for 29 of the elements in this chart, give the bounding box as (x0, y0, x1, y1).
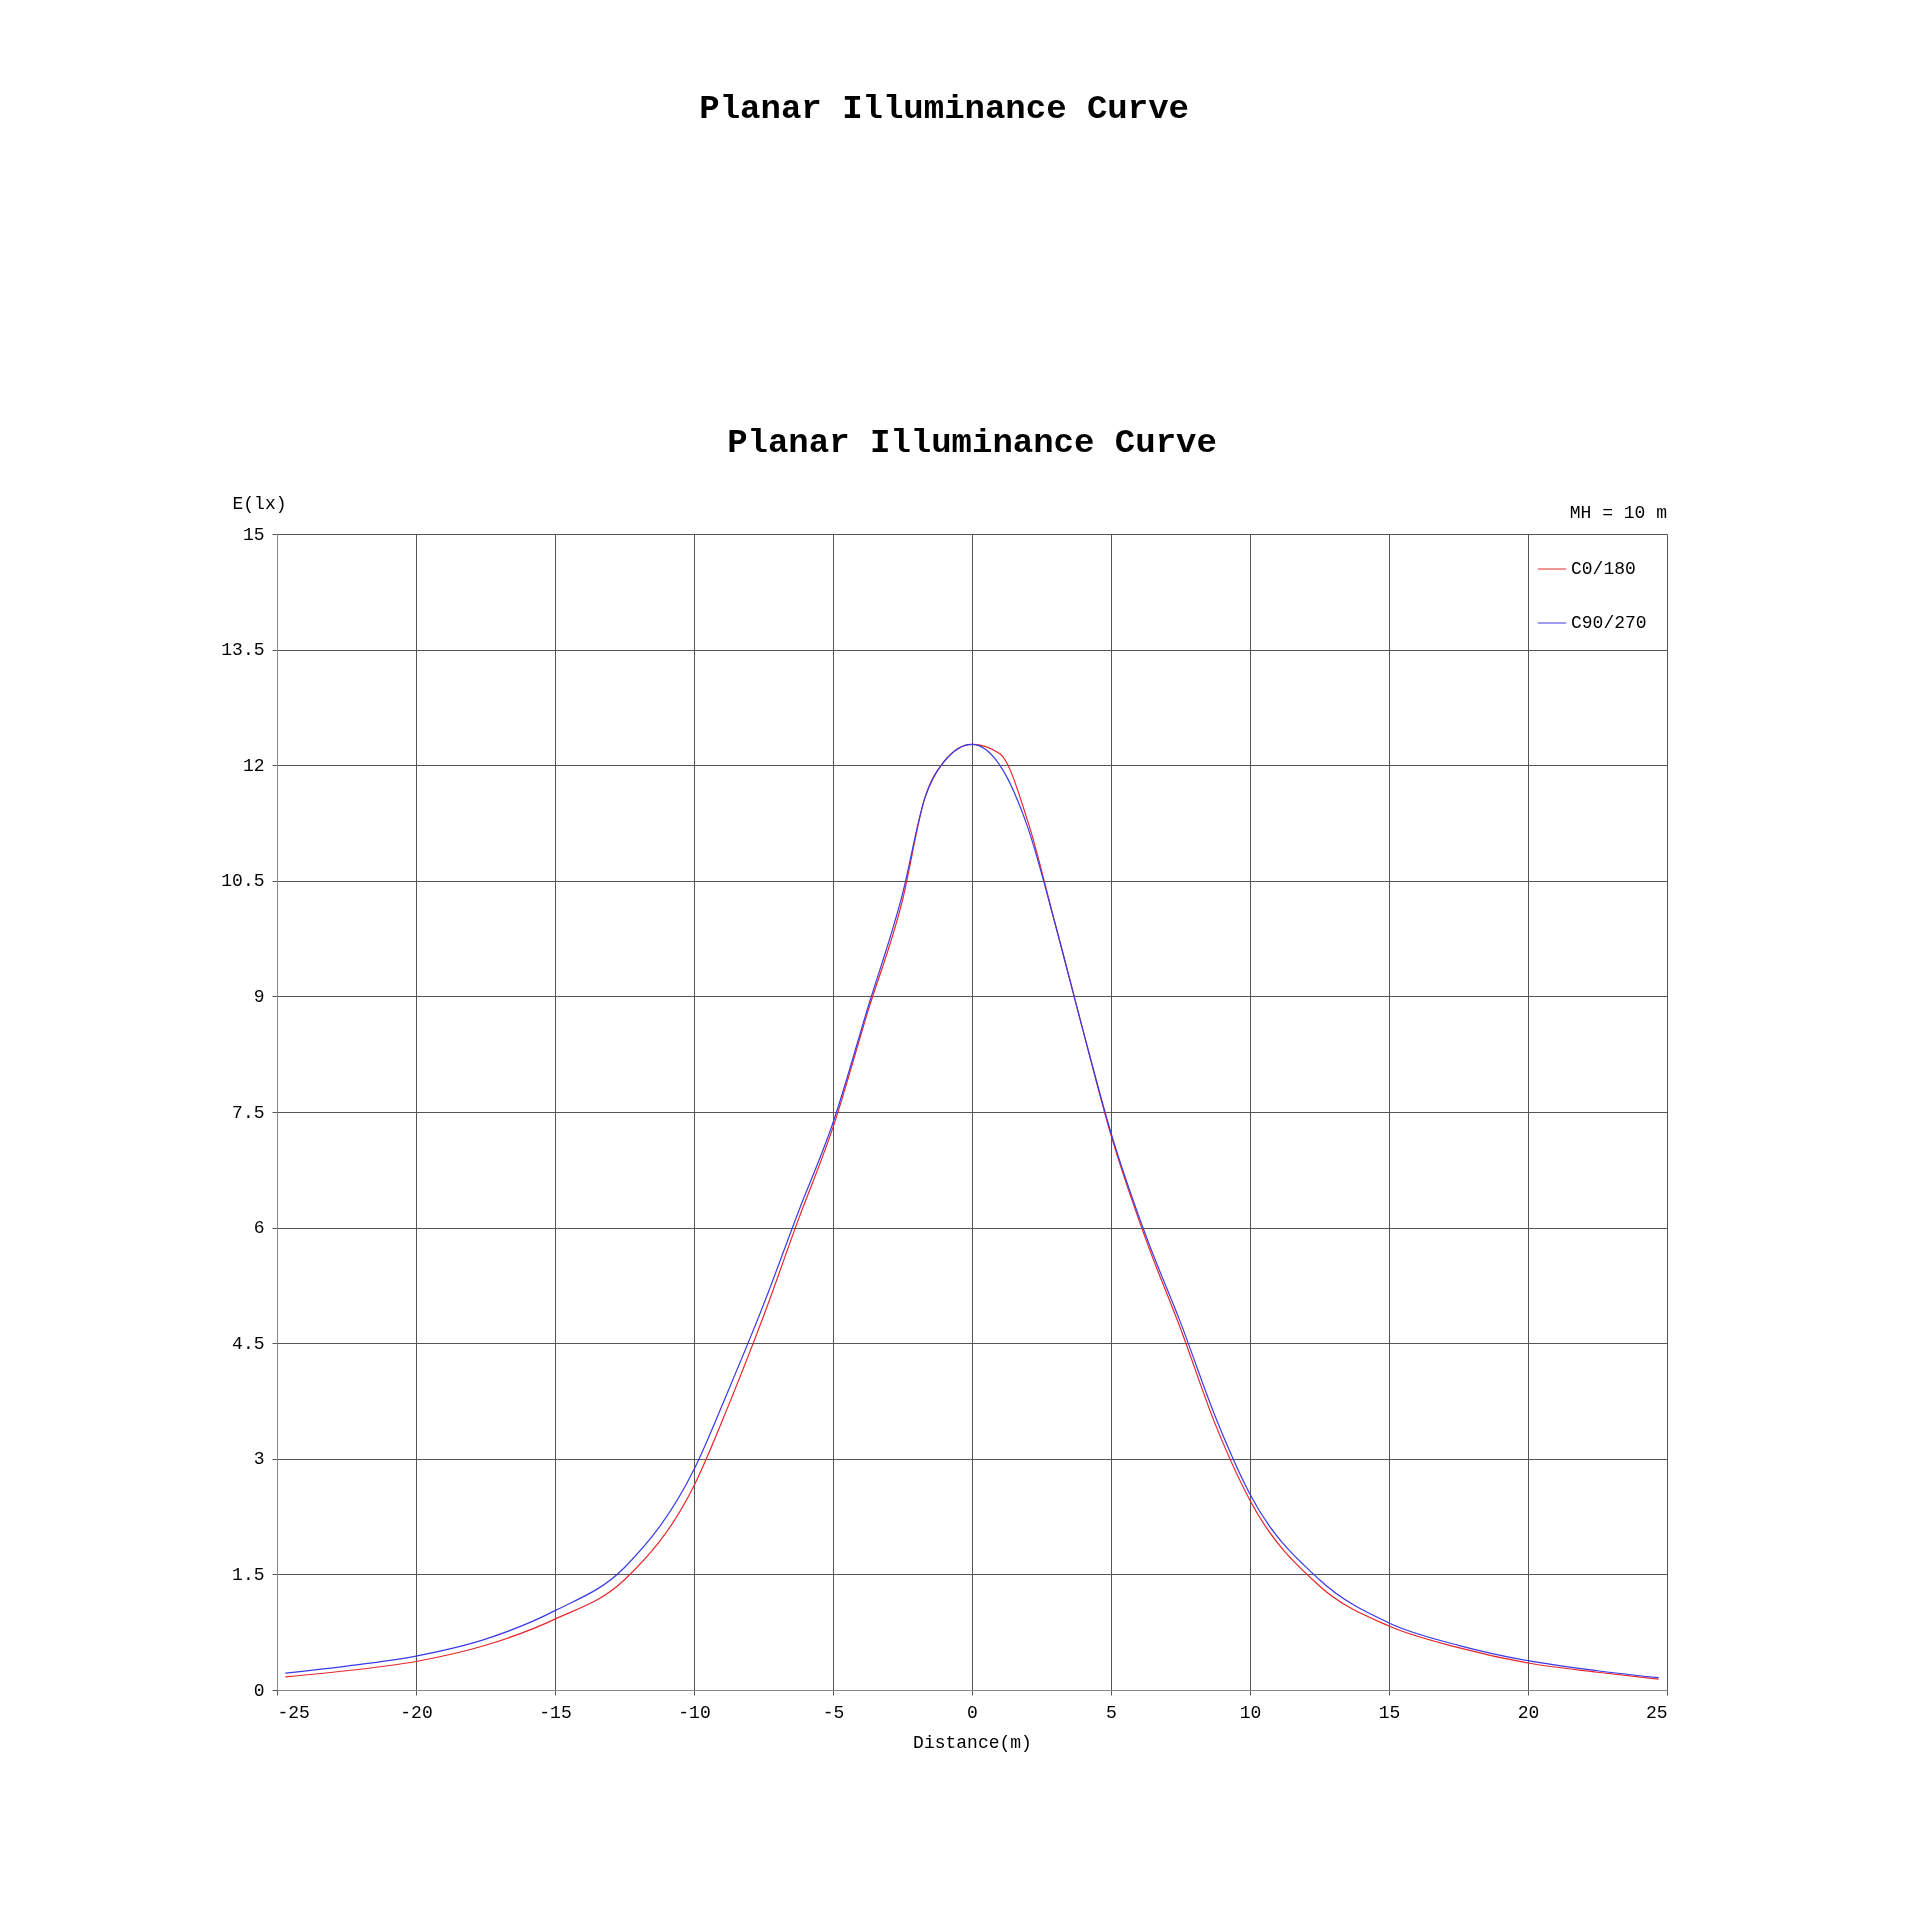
y-tick-label: 10.5 (221, 871, 265, 892)
x-tick-label: 15 (1378, 1702, 1401, 1723)
x-axis-title: Distance(m) (913, 1732, 1032, 1753)
chart-title: Planar Illuminance Curve (699, 89, 1189, 128)
text: MH = 10 m (1569, 503, 1667, 523)
legend-label: C90/270 (1571, 613, 1647, 633)
x-tick-label: -20 (400, 1702, 433, 1723)
x-tick-label: -5 (822, 1702, 845, 1723)
x-tick-label: 5 (1106, 1702, 1117, 1723)
y-tick-label: 3 (253, 1449, 265, 1470)
legend-label: C0/180 (1571, 559, 1636, 579)
y-tick-label: 15 (242, 524, 265, 545)
x-tick-label: 10 (1239, 1702, 1262, 1723)
chart-subtitle: Planar Illuminance Curve (727, 424, 1217, 462)
y-tick-label: 13.5 (221, 640, 265, 661)
y-tick-label: 6 (253, 1218, 265, 1239)
y-tick-label: 0 (253, 1680, 265, 1701)
x-tick-label: 0 (967, 1702, 978, 1723)
y-tick-label: 1.5 (232, 1564, 265, 1585)
y-tick-label: 7.5 (232, 1102, 265, 1123)
x-tick-label: 20 (1517, 1702, 1540, 1723)
y-tick-label: 12 (242, 755, 265, 776)
x-tick-label: -15 (539, 1702, 572, 1723)
x-tick-label: -10 (678, 1702, 711, 1723)
y-axis-title: E(lx) (232, 493, 287, 514)
y-tick-label: 4.5 (232, 1333, 265, 1354)
x-tick-label: -25 (277, 1702, 310, 1723)
y-tick-label: 9 (253, 986, 265, 1007)
x-tick-label: 25 (1645, 1702, 1668, 1723)
